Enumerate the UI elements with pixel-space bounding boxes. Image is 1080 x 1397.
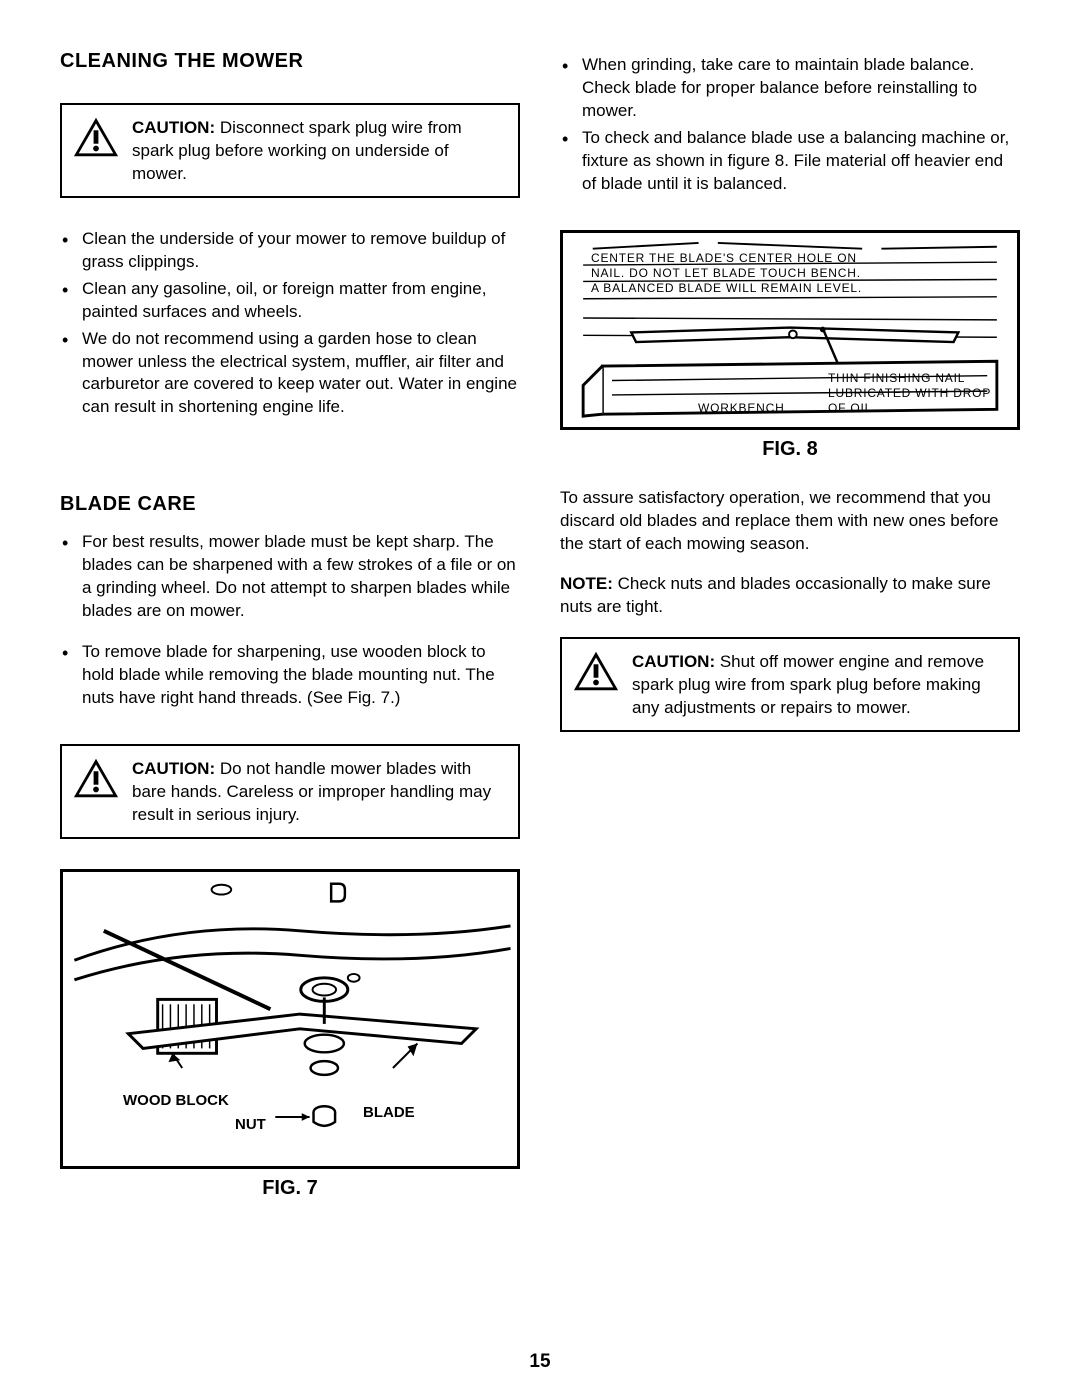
caution-text: CAUTION: Do not handle mower blades with…: [132, 756, 506, 827]
note-paragraph: NOTE: Check nuts and blades occasionally…: [560, 573, 1020, 619]
page-number: 15: [0, 1351, 1080, 1373]
left-column: CLEANING THE MOWER CAUTION: Disconnect s…: [60, 50, 520, 1226]
list-item: Clean the underside of your mower to rem…: [82, 228, 520, 274]
list-blade-care: For best results, mower blade must be ke…: [60, 531, 520, 710]
para-recommendation: To assure satisfactory operation, we rec…: [560, 487, 1020, 556]
caution-label: CAUTION:: [132, 118, 215, 137]
list-grinding-balance: When grinding, take care to maintain bla…: [560, 54, 1020, 196]
list-item: Clean any gasoline, oil, or foreign matt…: [82, 278, 520, 324]
fig8-label-workbench: WORKBENCH: [698, 401, 785, 416]
list-item: We do not recommend using a garden hose …: [82, 328, 520, 420]
list-item: When grinding, take care to maintain bla…: [582, 54, 1020, 123]
list-item: To check and balance blade use a balanci…: [582, 127, 1020, 196]
caution-label: CAUTION:: [132, 759, 215, 778]
list-item: To remove blade for sharpening, use wood…: [82, 641, 520, 710]
fig7-label-wood: WOOD BLOCK: [123, 1092, 229, 1109]
note-label: NOTE:: [560, 574, 613, 593]
fig7-label-nut: NUT: [235, 1116, 266, 1133]
warning-icon: [72, 756, 120, 805]
heading-blade-care: BLADE CARE: [60, 493, 520, 516]
figure-7: WOOD BLOCK BLADE NUT: [60, 869, 520, 1169]
caution-box-blade-hands: CAUTION: Do not handle mower blades with…: [60, 744, 520, 839]
caution-text: CAUTION: Disconnect spark plug wire from…: [132, 115, 506, 186]
warning-icon: [572, 649, 620, 698]
right-column: When grinding, take care to maintain bla…: [560, 50, 1020, 1226]
figure-8-caption: FIG. 8: [560, 438, 1020, 461]
caution-box-spark-plug: CAUTION: Disconnect spark plug wire from…: [60, 103, 520, 198]
list-item: For best results, mower blade must be ke…: [82, 531, 520, 623]
caution-label: CAUTION:: [632, 652, 715, 671]
caution-text: CAUTION: Shut off mower engine and remov…: [632, 649, 1006, 720]
list-cleaning-steps: Clean the underside of your mower to rem…: [60, 228, 520, 420]
figure-7-caption: FIG. 7: [60, 1177, 520, 1200]
heading-cleaning-mower: CLEANING THE MOWER: [60, 50, 520, 73]
fig8-label-nail: THIN FINISHING NAIL LUBRICATED WITH DROP…: [828, 371, 998, 416]
figure-8: CENTER THE BLADE'S CENTER HOLE ON NAIL. …: [560, 230, 1020, 430]
warning-icon: [72, 115, 120, 164]
caution-box-shutoff: CAUTION: Shut off mower engine and remov…: [560, 637, 1020, 732]
fig7-label-blade: BLADE: [363, 1104, 415, 1121]
fig8-text-instructions: CENTER THE BLADE'S CENTER HOLE ON NAIL. …: [591, 251, 871, 296]
